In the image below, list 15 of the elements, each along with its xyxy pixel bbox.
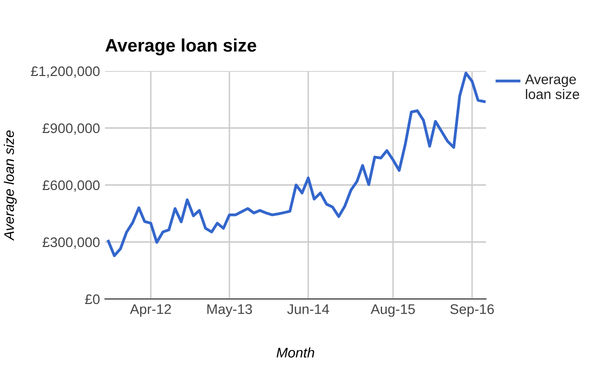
x-tick-label: Apr-12 [130,304,171,317]
y-tick-label: £900,000 [42,123,100,135]
y-tick-label: £300,000 [42,237,100,249]
y-axis-title: Average loan size [4,130,17,241]
y-tick-label: £600,000 [42,180,100,192]
chart-title: Average loan size [105,38,256,56]
line-series [106,72,486,258]
x-tick-label: May-13 [207,304,252,317]
y-tick-label: £0 [85,294,100,304]
x-tick-label: Sep-16 [450,304,494,317]
x-tick-label: Aug-15 [370,304,415,317]
x-axis-title: Month [276,347,314,358]
legend-label: Average loan size [525,74,580,100]
x-tick-label: Jun-14 [287,304,330,314]
y-tick-label: £1,200,000 [31,66,100,78]
